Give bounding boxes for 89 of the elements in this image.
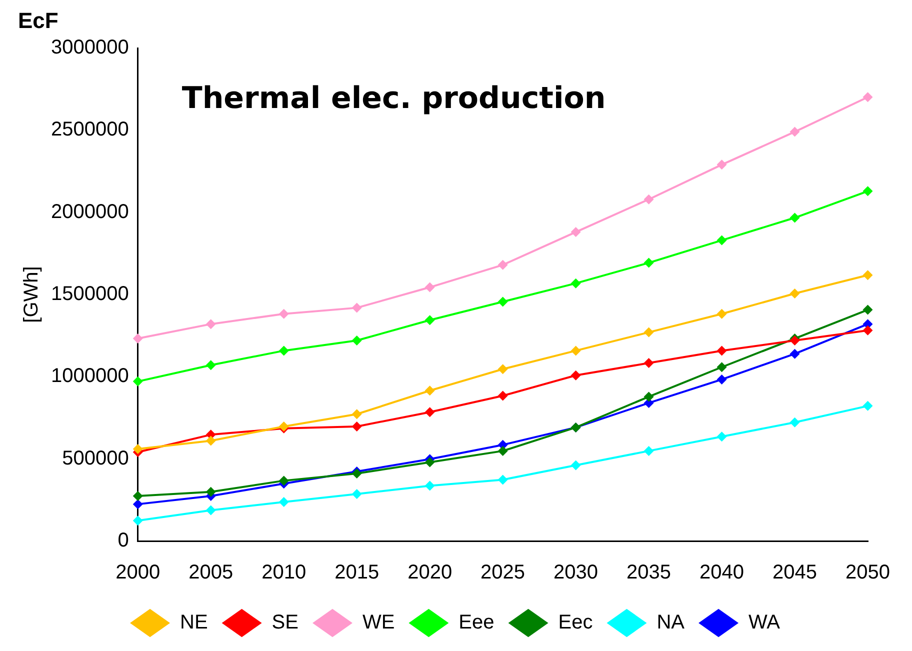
legend-label: NE [180, 612, 208, 634]
point [424, 457, 435, 468]
point [498, 296, 508, 307]
x-tick-label: 2020 [408, 562, 452, 584]
point [716, 160, 727, 170]
point [498, 474, 508, 485]
point [206, 505, 216, 516]
point [644, 358, 654, 368]
x-tick-label: 2050 [846, 562, 890, 584]
x-tick-label: 2005 [188, 562, 234, 584]
point [862, 400, 873, 411]
point [644, 194, 654, 204]
point [278, 497, 289, 508]
point [644, 392, 654, 402]
legend-label: WE [362, 612, 395, 634]
x-tick-label: 2010 [262, 562, 306, 584]
point [716, 362, 727, 372]
point [206, 360, 216, 370]
point [790, 348, 800, 359]
x-tick-label: 2025 [480, 562, 526, 584]
legend-label: WA [748, 612, 781, 634]
point [570, 346, 581, 356]
x-tick-label: 2040 [700, 562, 744, 584]
point [206, 319, 216, 330]
text: EcF [18, 8, 58, 34]
point [132, 444, 143, 454]
x-tick-label: 2030 [554, 562, 598, 584]
y-tick-label: 500000 [62, 447, 129, 470]
point [862, 92, 873, 102]
x-tick-label: 2045 [772, 562, 818, 584]
legend-label: Eee [458, 612, 494, 634]
point [570, 460, 581, 470]
point [862, 325, 873, 336]
point [644, 327, 654, 338]
y-tick-label: 1500000 [50, 283, 129, 306]
point [132, 490, 143, 501]
point [716, 432, 727, 442]
point [716, 346, 727, 356]
point [132, 499, 143, 510]
y-tick-label: 0 [118, 530, 129, 552]
point [352, 421, 362, 432]
point [498, 446, 508, 456]
point [498, 390, 508, 401]
y-tick-label: 2000000 [50, 200, 129, 223]
legend-label: Eec [558, 612, 593, 634]
point [644, 258, 654, 268]
point [132, 516, 143, 526]
point [570, 278, 581, 288]
point [862, 186, 873, 196]
y-tick-label: 2500000 [50, 118, 129, 141]
point [498, 364, 508, 374]
point [278, 476, 289, 486]
point [352, 336, 362, 346]
point [424, 386, 435, 396]
point [424, 315, 435, 326]
point [790, 288, 800, 299]
x-tick-label: 2035 [626, 562, 672, 584]
y-tick-label: 1000000 [50, 365, 129, 388]
point [352, 302, 362, 313]
point [352, 489, 362, 499]
point [206, 486, 216, 497]
point [716, 235, 727, 246]
legend-label: NA [656, 612, 686, 634]
x-tick-label: 2000 [116, 562, 160, 584]
point [132, 376, 143, 386]
point [862, 270, 873, 280]
point [206, 436, 216, 446]
point [716, 308, 727, 319]
point [790, 212, 800, 223]
point [716, 374, 727, 384]
point [790, 417, 800, 428]
text: Thermal elec. production [182, 80, 606, 116]
point [570, 227, 581, 238]
point [790, 126, 800, 137]
point [862, 304, 873, 315]
point [352, 409, 362, 420]
point [132, 334, 143, 344]
x-tick-label: 2015 [334, 562, 380, 584]
legend-label: SE [272, 612, 298, 634]
point [424, 407, 435, 418]
point [498, 260, 508, 270]
point [424, 282, 435, 292]
y-axis-title: [GWh] [20, 266, 43, 323]
point [644, 446, 654, 456]
point [278, 308, 289, 319]
point [570, 370, 581, 380]
point [278, 346, 289, 356]
point [424, 480, 435, 491]
y-tick-label: 3000000 [50, 36, 129, 59]
